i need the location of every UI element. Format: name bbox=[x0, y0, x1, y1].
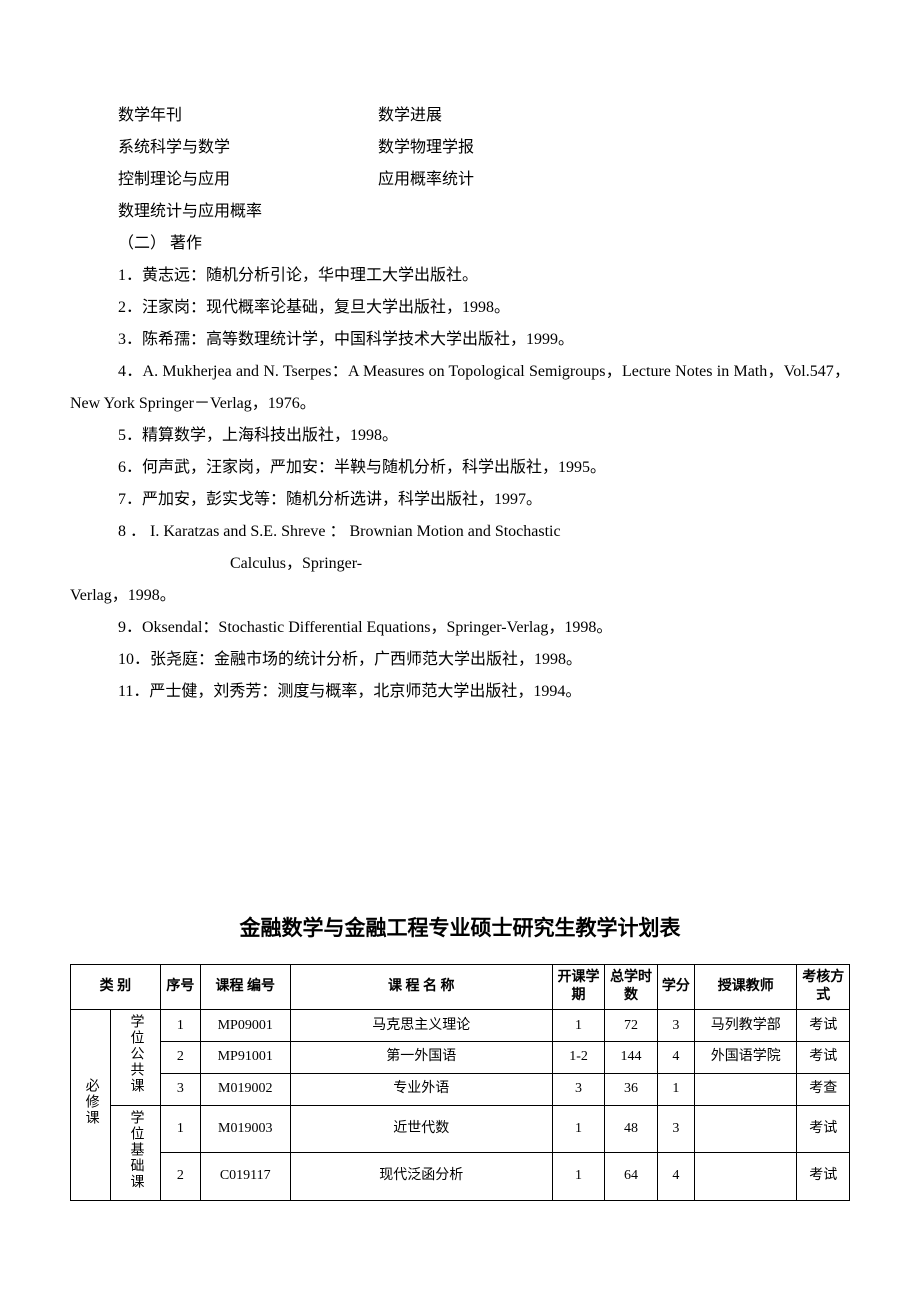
cell-hours: 72 bbox=[605, 1010, 657, 1042]
reference-item: 9．Oksendal：Stochastic Differential Equat… bbox=[118, 612, 850, 644]
cell-teacher: 外国语学院 bbox=[695, 1042, 797, 1074]
table-title: 金融数学与金融工程专业硕士研究生教学计划表 bbox=[70, 908, 850, 950]
cell-code: C019117 bbox=[200, 1153, 290, 1201]
cell-term: 1 bbox=[552, 1010, 604, 1042]
reference-item: 3．陈希孺：高等数理统计学，中国科学技术大学出版社，1999。 bbox=[118, 324, 850, 356]
cell-hours: 64 bbox=[605, 1153, 657, 1201]
reference-item: 6．何声武，汪家岗，严加安：半鞅与随机分析，科学出版社，1995。 bbox=[118, 452, 850, 484]
cell-name: 专业外语 bbox=[290, 1073, 552, 1105]
col-credits: 学分 bbox=[657, 965, 694, 1010]
journal-item: 应用概率统计 bbox=[378, 164, 638, 196]
reference-item: 2．汪家岗：现代概率论基础，复旦大学出版社，1998。 bbox=[118, 292, 850, 324]
reference-item: 8 ． I. Karatzas and S.E. Shreve ： Browni… bbox=[118, 516, 850, 548]
cell-seq: 2 bbox=[160, 1042, 200, 1074]
col-category: 类 别 bbox=[71, 965, 161, 1010]
cell-hours: 144 bbox=[605, 1042, 657, 1074]
col-seq: 序号 bbox=[160, 965, 200, 1010]
cell-credits: 3 bbox=[657, 1105, 694, 1153]
cell-teacher bbox=[695, 1153, 797, 1201]
col-term: 开课学期 bbox=[552, 965, 604, 1010]
col-name: 课 程 名 称 bbox=[290, 965, 552, 1010]
section-two-heading: （二） 著作 bbox=[118, 228, 850, 260]
table-row: 2 C019117 现代泛函分析 1 64 4 考试 bbox=[71, 1153, 850, 1201]
reference-item: 1．黄志远：随机分析引论，华中理工大学出版社。 bbox=[118, 260, 850, 292]
cell-name: 马克思主义理论 bbox=[290, 1010, 552, 1042]
cell-credits: 4 bbox=[657, 1153, 694, 1201]
cell-seq: 3 bbox=[160, 1073, 200, 1105]
journal-list: 数学年刊 数学进展 系统科学与数学 数学物理学报 控制理论与应用 应用概率统计 … bbox=[118, 100, 850, 228]
cell-seq: 1 bbox=[160, 1105, 200, 1153]
cell-code: M019003 bbox=[200, 1105, 290, 1153]
cell-teacher bbox=[695, 1073, 797, 1105]
cell-code: MP09001 bbox=[200, 1010, 290, 1042]
table-header-row: 类 别 序号 课程 编号 课 程 名 称 开课学期 总学时数 学分 授课教师 考… bbox=[71, 965, 850, 1010]
cell-exam: 考查 bbox=[797, 1073, 850, 1105]
cell-term: 3 bbox=[552, 1073, 604, 1105]
reference-item: 10．张尧庭：金融市场的统计分析，广西师范大学出版社，1998。 bbox=[118, 644, 850, 676]
cell-seq: 1 bbox=[160, 1010, 200, 1042]
col-exam: 考核方式 bbox=[797, 965, 850, 1010]
cell-term: 1 bbox=[552, 1105, 604, 1153]
col-hours: 总学时数 bbox=[605, 965, 657, 1010]
cell-credits: 4 bbox=[657, 1042, 694, 1074]
cell-name: 近世代数 bbox=[290, 1105, 552, 1153]
curriculum-table: 类 别 序号 课程 编号 课 程 名 称 开课学期 总学时数 学分 授课教师 考… bbox=[70, 964, 850, 1201]
cell-seq: 2 bbox=[160, 1153, 200, 1201]
reference-item-cont: Calculus，Springer- bbox=[230, 548, 850, 580]
table-row: 学位基础课 1 M019003 近世代数 1 48 3 考试 bbox=[71, 1105, 850, 1153]
cell-name: 第一外国语 bbox=[290, 1042, 552, 1074]
cell-exam: 考试 bbox=[797, 1105, 850, 1153]
cell-credits: 3 bbox=[657, 1010, 694, 1042]
reference-item: 4．A. Mukherjea and N. Tserpes：A Measures… bbox=[70, 356, 850, 420]
journal-item: 数学年刊 bbox=[118, 100, 378, 132]
cell-credits: 1 bbox=[657, 1073, 694, 1105]
journal-item: 数学物理学报 bbox=[378, 132, 638, 164]
reference-item: 5．精算数学，上海科技出版社，1998。 bbox=[118, 420, 850, 452]
journal-item: 系统科学与数学 bbox=[118, 132, 378, 164]
table-row: 必修课 学位公共课 1 MP09001 马克思主义理论 1 72 3 马列教学部… bbox=[71, 1010, 850, 1042]
cat-basic: 学位基础课 bbox=[126, 1110, 144, 1190]
cell-term: 1 bbox=[552, 1153, 604, 1201]
journal-item: 数学进展 bbox=[378, 100, 638, 132]
cell-hours: 36 bbox=[605, 1073, 657, 1105]
cell-name: 现代泛函分析 bbox=[290, 1153, 552, 1201]
reference-item: 11．严士健，刘秀芳：测度与概率，北京师范大学出版社，1994。 bbox=[118, 676, 850, 708]
cat-public: 学位公共课 bbox=[126, 1014, 144, 1094]
cell-code: M019002 bbox=[200, 1073, 290, 1105]
cat-required: 必修课 bbox=[81, 1078, 99, 1126]
col-teacher: 授课教师 bbox=[695, 965, 797, 1010]
cell-exam: 考试 bbox=[797, 1153, 850, 1201]
journal-item: 控制理论与应用 bbox=[118, 164, 378, 196]
table-row: 2 MP91001 第一外国语 1-2 144 4 外国语学院 考试 bbox=[71, 1042, 850, 1074]
journal-item bbox=[378, 196, 638, 228]
cell-term: 1-2 bbox=[552, 1042, 604, 1074]
cell-teacher bbox=[695, 1105, 797, 1153]
cell-code: MP91001 bbox=[200, 1042, 290, 1074]
cell-hours: 48 bbox=[605, 1105, 657, 1153]
cell-teacher: 马列教学部 bbox=[695, 1010, 797, 1042]
reference-item-cont: Verlag，1998。 bbox=[70, 580, 850, 612]
table-row: 3 M019002 专业外语 3 36 1 考查 bbox=[71, 1073, 850, 1105]
journal-item: 数理统计与应用概率 bbox=[118, 196, 378, 228]
col-code: 课程 编号 bbox=[200, 965, 290, 1010]
cell-exam: 考试 bbox=[797, 1010, 850, 1042]
cell-exam: 考试 bbox=[797, 1042, 850, 1074]
reference-item: 7．严加安，彭实戈等：随机分析选讲，科学出版社，1997。 bbox=[118, 484, 850, 516]
